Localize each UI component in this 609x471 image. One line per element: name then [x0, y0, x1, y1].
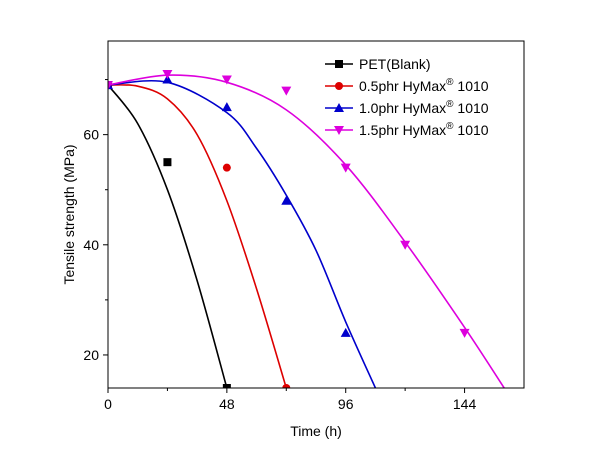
data-point-3-1	[162, 70, 173, 80]
legend-label-main-2: 1.0phr HyMax	[359, 100, 446, 116]
data-point-2-3	[281, 195, 292, 205]
legend-entry-0: PET(Blank)	[325, 56, 431, 72]
legend-entry-2: 1.0phr HyMax® 1010	[325, 99, 489, 116]
legend-marker-1	[335, 82, 343, 90]
legend-entry-1: 0.5phr HyMax® 1010	[325, 77, 489, 94]
legend-marker-3	[334, 126, 344, 135]
legend-label-main-0: PET(Blank)	[359, 56, 431, 72]
data-point-3-2	[221, 75, 232, 85]
legend-label-0: PET(Blank)	[359, 56, 431, 72]
y-tick-label-1: 40	[83, 237, 99, 253]
axes: 0 48 96 144 20 40 60 Time (h) Tensile strength (…	[61, 40, 525, 439]
data-point-3-3	[281, 86, 292, 96]
y-tick-label-2: 60	[83, 127, 99, 143]
legend-label-2: 1.0phr HyMax® 1010	[359, 99, 489, 116]
data-point-0-2	[222, 384, 231, 388]
plot-marks	[108, 70, 505, 388]
series-1	[108, 81, 291, 388]
data-point-2-4	[340, 327, 351, 337]
data-point-3-0	[108, 81, 113, 91]
data-point-2-1	[162, 74, 173, 84]
data-point-0-1	[163, 158, 172, 167]
legend-label-3: 1.5phr HyMax® 1010	[359, 121, 489, 138]
series-line-0	[108, 84, 228, 388]
series-line-1	[108, 84, 288, 388]
x-tick-label-2: 96	[338, 396, 354, 412]
x-tick-label-3: 144	[453, 396, 477, 412]
data-point-3-5	[400, 240, 411, 250]
legend-marker-2	[334, 103, 344, 112]
data-point-3-4	[340, 163, 351, 173]
legend-marker-0	[335, 60, 343, 68]
plot-frame	[107, 40, 525, 389]
series-3	[108, 70, 505, 388]
legend-label-sup-3: ®	[446, 121, 454, 132]
y-tick-label-0: 20	[83, 347, 99, 363]
data-point-1-1	[222, 163, 231, 172]
legend-label-tail-1: 1010	[454, 78, 489, 94]
legend-label-main-3: 1.5phr HyMax	[359, 122, 446, 138]
data-point-2-2	[221, 102, 232, 112]
series-2	[108, 74, 377, 388]
series-line-3	[108, 74, 505, 388]
series-line-2	[108, 79, 377, 388]
legend-label-tail-3: 1010	[454, 122, 489, 138]
legend-label-1: 0.5phr HyMax® 1010	[359, 77, 489, 94]
x-tick-label-1: 48	[219, 396, 235, 412]
legend-label-sup-1: ®	[446, 77, 454, 88]
series-0	[108, 81, 231, 388]
legend-label-main-1: 0.5phr HyMax	[359, 78, 446, 94]
x-tick-label-0: 0	[104, 396, 112, 412]
legend-entry-3: 1.5phr HyMax® 1010	[325, 121, 489, 138]
data-point-3-6	[459, 328, 470, 338]
x-axis-title: Time (h)	[290, 423, 342, 439]
y-axis-title: Tensile strength (MPa)	[61, 144, 77, 284]
legend-label-tail-2: 1010	[454, 100, 489, 116]
legend-label-sup-2: ®	[446, 99, 454, 110]
data-point-1-2	[282, 384, 291, 388]
